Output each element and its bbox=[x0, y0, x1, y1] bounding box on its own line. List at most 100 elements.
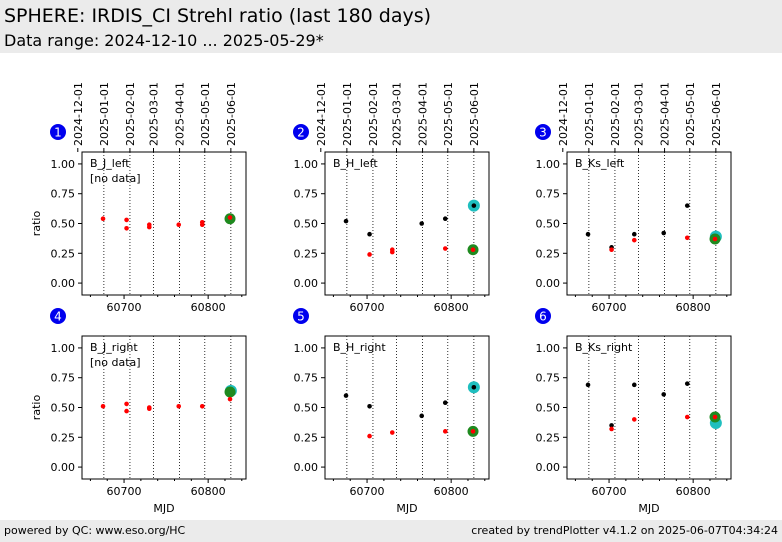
red-point bbox=[367, 433, 372, 439]
panel-6: 0.00 0.25 0.50 0.75 1.00 60700 60800 MJD B_Ks_ri… bbox=[535, 308, 732, 515]
y-tick-label: 0.25 bbox=[536, 247, 561, 260]
panel-badge-number: 6 bbox=[539, 310, 547, 324]
panel-badge bbox=[293, 124, 309, 140]
y-tick-label: 0.25 bbox=[294, 247, 319, 260]
date-tick-label: 2024-12-01 bbox=[557, 82, 570, 146]
black-point bbox=[442, 400, 448, 406]
date-tick-label: 2025-01-01 bbox=[583, 82, 596, 146]
y-tick-label: 1.00 bbox=[51, 342, 76, 355]
y-tick-label: 0.50 bbox=[51, 218, 76, 231]
panel-badge bbox=[293, 308, 309, 324]
red-point bbox=[124, 225, 129, 231]
page-subtitle: Data range: 2024-12-10 ... 2025-05-29* bbox=[4, 31, 324, 50]
red-point bbox=[712, 414, 718, 420]
panel-badge-number: 1 bbox=[54, 126, 62, 140]
date-tick-label: 2025-04-01 bbox=[174, 82, 187, 146]
black-point bbox=[471, 203, 477, 208]
date-tick-label: 2024-12-01 bbox=[72, 82, 85, 146]
date-tick-label: 2024-12-01 bbox=[315, 82, 328, 146]
y-tick-label: 0.00 bbox=[536, 461, 561, 474]
black-point bbox=[419, 413, 425, 419]
panel-2: 0.00 0.25 0.50 0.75 1.00 60700 60800 2024-12-01… bbox=[293, 82, 490, 314]
date-tick-label: 2025-05-01 bbox=[199, 82, 212, 146]
red-point bbox=[227, 396, 233, 402]
y-tick-label: 0.25 bbox=[51, 247, 76, 260]
plot-frame bbox=[566, 335, 732, 480]
y-tick-label: 0.50 bbox=[51, 402, 76, 415]
red-point bbox=[470, 429, 476, 434]
panel-badge bbox=[50, 308, 66, 324]
red-point bbox=[146, 224, 152, 230]
black-point bbox=[471, 384, 477, 390]
date-tick-label: 2025-04-01 bbox=[417, 82, 430, 146]
y-tick-label: 0.75 bbox=[536, 372, 561, 385]
red-point bbox=[631, 417, 637, 422]
y-tick-label: 0.50 bbox=[536, 402, 561, 415]
panel-name: B_H_left bbox=[333, 157, 378, 170]
red-point bbox=[609, 426, 614, 432]
black-point bbox=[684, 203, 690, 208]
panel-name: B_J_left bbox=[90, 157, 130, 170]
header-bar: SPHERE: IRDIS_CI Strehl ratio (last 180 … bbox=[0, 0, 782, 53]
date-tick-label: 2025-02-01 bbox=[124, 82, 137, 146]
black-point bbox=[585, 382, 591, 388]
panel-name: B_J_right bbox=[90, 341, 138, 354]
y-tick-label: 0.25 bbox=[294, 431, 319, 444]
black-point bbox=[631, 382, 637, 388]
y-axis-label: ratio bbox=[30, 395, 43, 421]
footer-bar: powered by QC: www.eso.org/HC created by… bbox=[0, 520, 782, 542]
red-point bbox=[470, 247, 476, 253]
x-axis-label: MJD bbox=[153, 502, 174, 515]
x-tick-label: 60800 bbox=[676, 301, 711, 314]
date-tick-label: 2025-03-01 bbox=[632, 82, 645, 146]
red-point bbox=[684, 235, 690, 241]
black-point bbox=[684, 381, 690, 386]
y-tick-label: 0.00 bbox=[294, 461, 319, 474]
y-tick-label: 0.25 bbox=[51, 431, 76, 444]
footer-created: created by trendPlotter v4.1.2 on 2025-0… bbox=[471, 524, 778, 537]
y-tick-label: 1.00 bbox=[536, 158, 561, 171]
y-tick-label: 1.00 bbox=[51, 158, 76, 171]
x-tick-label: 60700 bbox=[107, 485, 142, 498]
y-tick-label: 0.25 bbox=[536, 431, 561, 444]
red-point bbox=[609, 247, 614, 253]
panel-note: [no data] bbox=[90, 172, 141, 185]
plot-frame bbox=[324, 151, 490, 296]
x-tick-label: 60800 bbox=[434, 485, 469, 498]
panel-3: 0.00 0.25 0.50 0.75 1.00 60700 60800 2024-12-01… bbox=[535, 82, 732, 314]
y-tick-label: 0.50 bbox=[536, 218, 561, 231]
date-tick-label: 2025-02-01 bbox=[609, 82, 622, 146]
black-point bbox=[343, 218, 349, 224]
red-point bbox=[124, 408, 129, 414]
x-tick-label: 60800 bbox=[434, 301, 469, 314]
black-point bbox=[661, 230, 667, 236]
panel-badge-number: 3 bbox=[539, 126, 547, 140]
red-point bbox=[146, 406, 152, 411]
y-tick-label: 0.50 bbox=[294, 218, 319, 231]
date-tick-label: 2025-05-01 bbox=[442, 82, 455, 146]
black-point bbox=[631, 231, 637, 237]
panel-name: B_Ks_right bbox=[575, 341, 633, 354]
panel-4: 0.00 0.25 0.50 0.75 1.00 60700 60800 MJD ratio B_… bbox=[30, 308, 247, 515]
red-point bbox=[389, 249, 395, 255]
y-tick-label: 0.00 bbox=[51, 461, 76, 474]
black-point bbox=[343, 393, 349, 398]
date-tick-label: 2025-02-01 bbox=[367, 82, 380, 146]
date-tick-label: 2025-03-01 bbox=[147, 82, 160, 146]
panel-badge bbox=[535, 308, 551, 324]
x-tick-label: 60800 bbox=[191, 301, 226, 314]
x-tick-label: 60700 bbox=[350, 301, 385, 314]
y-tick-label: 0.00 bbox=[51, 277, 76, 290]
panel-5: 0.00 0.25 0.50 0.75 1.00 60700 60800 MJD B_H_rig… bbox=[293, 308, 490, 515]
y-tick-label: 0.75 bbox=[536, 188, 561, 201]
panel-badge bbox=[50, 124, 66, 140]
panel-badge-number: 5 bbox=[297, 310, 305, 324]
plot-frame bbox=[324, 335, 490, 480]
y-axis-label: ratio bbox=[30, 211, 43, 237]
y-tick-label: 0.75 bbox=[51, 372, 76, 385]
panel-name: B_Ks_left bbox=[575, 157, 625, 170]
red-point bbox=[124, 217, 129, 223]
panel-badge-number: 2 bbox=[297, 126, 305, 140]
y-tick-label: 0.75 bbox=[294, 188, 319, 201]
date-tick-label: 2025-01-01 bbox=[341, 82, 354, 146]
